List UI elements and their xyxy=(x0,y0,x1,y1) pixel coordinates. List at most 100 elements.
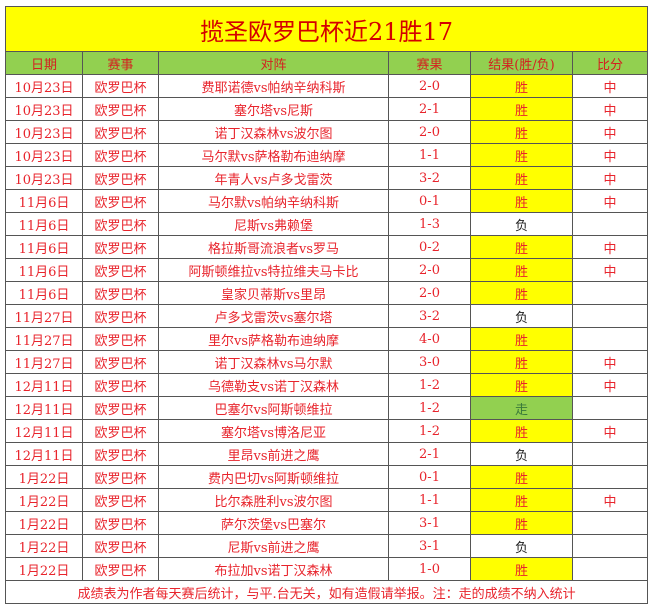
header-score: 赛果 xyxy=(388,51,471,75)
cell-date: 1月22日 xyxy=(5,557,83,581)
cell-date: 10月23日 xyxy=(5,166,83,190)
cell-league: 欧罗巴杯 xyxy=(82,534,159,558)
cell-result: 负 xyxy=(470,534,573,558)
cell-match: 里昂vs前进之鹰 xyxy=(158,442,389,466)
cell-date: 11月6日 xyxy=(5,212,83,236)
cell-date: 12月11日 xyxy=(5,419,83,443)
cell-league: 欧罗巴杯 xyxy=(82,189,159,213)
cell-mark: 中 xyxy=(571,419,649,443)
cell-date: 11月6日 xyxy=(5,258,83,282)
table-row: 11月6日 欧罗巴杯 阿斯顿维拉vs特拉维夫马卡比 2-0 胜中 xyxy=(5,258,649,282)
cell-result: 胜 xyxy=(470,189,573,213)
cell-mark xyxy=(571,442,649,466)
table-row: 10月23日 欧罗巴杯 诺丁汉森林vs波尔图 2-0 胜中 xyxy=(5,120,649,144)
header-league: 赛事 xyxy=(82,51,159,75)
cell-score: 0-2 xyxy=(388,235,471,259)
cell-score: 2-0 xyxy=(388,258,471,282)
cell-match: 阿斯顿维拉vs特拉维夫马卡比 xyxy=(158,258,389,282)
cell-mark: 中 xyxy=(571,235,649,259)
cell-league: 欧罗巴杯 xyxy=(82,511,159,535)
cell-league: 欧罗巴杯 xyxy=(82,304,159,328)
cell-mark xyxy=(571,534,649,558)
table-row: 1月22日 欧罗巴杯 布拉加vs诺丁汉森林 1-0 胜 xyxy=(5,557,649,581)
cell-match: 皇家贝蒂斯vs里昂 xyxy=(158,281,389,305)
cell-date: 12月11日 xyxy=(5,373,83,397)
table-row: 11月6日 欧罗巴杯 皇家贝蒂斯vs里昂 2-0 胜 xyxy=(5,281,649,305)
header-match: 对阵 xyxy=(158,51,389,75)
cell-result: 胜 xyxy=(470,511,573,535)
cell-date: 1月22日 xyxy=(5,534,83,558)
cell-mark: 中 xyxy=(571,189,649,213)
cell-result: 负 xyxy=(470,442,573,466)
cell-mark xyxy=(571,396,649,420)
cell-mark: 中 xyxy=(571,120,649,144)
cell-match: 布拉加vs诺丁汉森林 xyxy=(158,557,389,581)
cell-match: 塞尔塔vs尼斯 xyxy=(158,97,389,121)
cell-score: 2-1 xyxy=(388,97,471,121)
cell-date: 1月22日 xyxy=(5,511,83,535)
cell-match: 诺丁汉森林vs马尔默 xyxy=(158,350,389,374)
cell-league: 欧罗巴杯 xyxy=(82,74,159,98)
table-row: 1月22日 欧罗巴杯 尼斯vs前进之鹰 3-1 负 xyxy=(5,534,649,558)
cell-date: 10月23日 xyxy=(5,97,83,121)
cell-result: 胜 xyxy=(470,557,573,581)
cell-score: 1-2 xyxy=(388,396,471,420)
cell-league: 欧罗巴杯 xyxy=(82,212,159,236)
page-title: 揽圣欧罗巴杯近21胜17 xyxy=(4,6,649,52)
cell-league: 欧罗巴杯 xyxy=(82,373,159,397)
cell-score: 2-0 xyxy=(388,281,471,305)
cell-date: 12月11日 xyxy=(5,442,83,466)
cell-match: 马尔默vs萨格勒布迪纳摩 xyxy=(158,143,389,167)
table-row: 12月11日 欧罗巴杯 塞尔塔vs博洛尼亚 1-2 胜中 xyxy=(5,419,649,443)
cell-score: 3-2 xyxy=(388,304,471,328)
cell-mark: 中 xyxy=(571,488,649,512)
table-row: 11月27日 欧罗巴杯 诺丁汉森林vs马尔默 3-0 胜中 xyxy=(5,350,649,374)
cell-result: 负 xyxy=(470,304,573,328)
table-row: 12月11日 欧罗巴杯 巴塞尔vs阿斯顿维拉 1-2 走 xyxy=(5,396,649,420)
cell-date: 11月6日 xyxy=(5,235,83,259)
table-row: 1月22日 欧罗巴杯 费内巴切vs阿斯顿维拉 0-1 胜 xyxy=(5,465,649,489)
table-row: 10月23日 欧罗巴杯 塞尔塔vs尼斯 2-1 胜中 xyxy=(5,97,649,121)
cell-match: 年青人vs卢多戈雷茨 xyxy=(158,166,389,190)
cell-result: 胜 xyxy=(470,465,573,489)
cell-match: 费内巴切vs阿斯顿维拉 xyxy=(158,465,389,489)
cell-result: 胜 xyxy=(470,120,573,144)
cell-score: 4-0 xyxy=(388,327,471,351)
cell-mark xyxy=(571,327,649,351)
cell-result: 胜 xyxy=(470,488,573,512)
cell-match: 乌德勒支vs诺丁汉森林 xyxy=(158,373,389,397)
cell-result: 走 xyxy=(470,396,573,420)
cell-score: 1-1 xyxy=(388,143,471,167)
cell-mark: 中 xyxy=(571,74,649,98)
cell-score: 1-2 xyxy=(388,419,471,443)
cell-score: 1-2 xyxy=(388,373,471,397)
cell-match: 巴塞尔vs阿斯顿维拉 xyxy=(158,396,389,420)
cell-score: 3-0 xyxy=(388,350,471,374)
cell-match: 塞尔塔vs博洛尼亚 xyxy=(158,419,389,443)
cell-mark: 中 xyxy=(571,166,649,190)
results-table: 揽圣欧罗巴杯近21胜17 日期 赛事 对阵 赛果 结果(胜/负) 比分 10月2… xyxy=(4,6,649,604)
cell-league: 欧罗巴杯 xyxy=(82,396,159,420)
cell-result: 胜 xyxy=(470,281,573,305)
cell-score: 0-1 xyxy=(388,465,471,489)
cell-date: 11月6日 xyxy=(5,281,83,305)
cell-mark xyxy=(571,281,649,305)
cell-match: 尼斯vs前进之鹰 xyxy=(158,534,389,558)
cell-match: 格拉斯哥流浪者vs罗马 xyxy=(158,235,389,259)
cell-result: 胜 xyxy=(470,258,573,282)
cell-date: 10月23日 xyxy=(5,74,83,98)
cell-result: 胜 xyxy=(470,327,573,351)
cell-score: 3-1 xyxy=(388,534,471,558)
cell-mark: 中 xyxy=(571,258,649,282)
cell-score: 0-1 xyxy=(388,189,471,213)
cell-mark xyxy=(571,557,649,581)
cell-score: 2-1 xyxy=(388,442,471,466)
cell-match: 萨尔茨堡vs巴塞尔 xyxy=(158,511,389,535)
cell-mark xyxy=(571,304,649,328)
header-mark: 比分 xyxy=(571,51,649,75)
cell-score: 2-0 xyxy=(388,120,471,144)
cell-score: 1-3 xyxy=(388,212,471,236)
cell-league: 欧罗巴杯 xyxy=(82,120,159,144)
table-row: 11月6日 欧罗巴杯 尼斯vs弗赖堡 1-3 负 xyxy=(5,212,649,236)
cell-result: 胜 xyxy=(470,97,573,121)
